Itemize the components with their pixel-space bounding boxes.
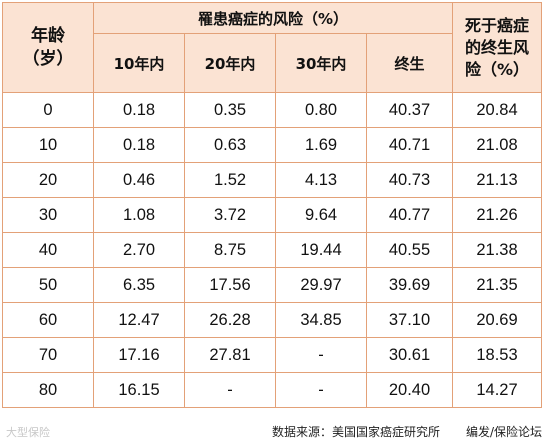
editor-credit: 编发/保险论坛 (466, 425, 543, 439)
risk-lifetime-cell: 30.61 (365, 337, 454, 373)
risk-30y-cell: 0.80 (275, 92, 367, 128)
table-row: 80 16.15 - - 20.40 14.27 (2, 372, 543, 408)
table-row: 70 17.16 27.81 - 30.61 18.53 (2, 337, 543, 373)
table-body: 0 0.18 0.35 0.80 40.37 20.84 10 0.18 0.6… (2, 92, 543, 408)
header-lifetime: 终生 (365, 33, 454, 93)
table-row: 60 12.47 26.28 34.85 37.10 20.69 (2, 302, 543, 338)
risk-group-header: 罹患癌症的风险（%） (92, 2, 454, 34)
watermark: 大型保险 (6, 426, 50, 439)
death-risk-cell: 20.69 (452, 302, 543, 338)
death-risk-cell: 14.27 (452, 372, 543, 408)
age-cell: 40 (2, 232, 94, 268)
table-row: 30 1.08 3.72 9.64 40.77 21.26 (2, 197, 543, 233)
age-cell: 10 (2, 127, 94, 163)
risk-30y-cell: 9.64 (275, 197, 367, 233)
risk-10y-cell: 2.70 (93, 232, 185, 268)
risk-10y-cell: 0.46 (93, 162, 185, 198)
death-risk-cell: 21.38 (452, 232, 543, 268)
table-row: 40 2.70 8.75 19.44 40.55 21.38 (2, 232, 543, 268)
risk-10y-cell: 0.18 (93, 92, 185, 128)
risk-lifetime-cell: 40.71 (365, 127, 454, 163)
age-cell: 0 (2, 92, 94, 128)
risk-20y-cell: 1.52 (184, 162, 276, 198)
age-cell: 30 (2, 197, 94, 233)
risk-10y-cell: 6.35 (93, 267, 185, 303)
death-risk-cell: 21.08 (452, 127, 543, 163)
header-10-years: 10年内 (93, 33, 185, 93)
age-cell: 70 (2, 337, 94, 373)
risk-20y-cell: 3.72 (184, 197, 276, 233)
risk-30y-cell: 29.97 (275, 267, 367, 303)
death-risk-cell: 21.26 (452, 197, 543, 233)
risk-30y-cell: 1.69 (275, 127, 367, 163)
risk-30y-cell: - (275, 337, 367, 373)
risk-30y-cell: 34.85 (275, 302, 367, 338)
death-risk-cell: 20.84 (452, 92, 543, 128)
risk-20y-cell: 27.81 (184, 337, 276, 373)
risk-30y-cell: - (275, 372, 367, 408)
age-header: 年龄（岁） (2, 2, 94, 93)
risk-lifetime-cell: 37.10 (365, 302, 454, 338)
lifetime-death-risk-header: 死于癌症的终生风险（%） (452, 2, 543, 93)
death-risk-cell: 18.53 (452, 337, 543, 373)
risk-20y-cell: - (184, 372, 276, 408)
age-cell: 50 (2, 267, 94, 303)
risk-20y-cell: 0.63 (184, 127, 276, 163)
risk-20y-cell: 8.75 (184, 232, 276, 268)
risk-lifetime-cell: 39.69 (365, 267, 454, 303)
age-cell: 60 (2, 302, 94, 338)
risk-lifetime-cell: 40.73 (365, 162, 454, 198)
risk-10y-cell: 12.47 (93, 302, 185, 338)
risk-lifetime-cell: 40.77 (365, 197, 454, 233)
table-row: 0 0.18 0.35 0.80 40.37 20.84 (2, 92, 543, 128)
risk-lifetime-cell: 20.40 (365, 372, 454, 408)
cancer-risk-table: 年龄（岁） 罹患癌症的风险（%） 死于癌症的终生风险（%） 10年内 20年内 … (2, 2, 543, 408)
risk-10y-cell: 1.08 (93, 197, 185, 233)
header-30-years: 30年内 (275, 33, 367, 93)
table-row: 50 6.35 17.56 29.97 39.69 21.35 (2, 267, 543, 303)
footer: 大型保险 数据来源：美国国家癌症研究所 编发/保险论坛 (0, 418, 544, 444)
risk-10y-cell: 17.16 (93, 337, 185, 373)
risk-lifetime-cell: 40.37 (365, 92, 454, 128)
risk-20y-cell: 0.35 (184, 92, 276, 128)
risk-20y-cell: 26.28 (184, 302, 276, 338)
risk-20y-cell: 17.56 (184, 267, 276, 303)
data-source-note: 数据来源：美国国家癌症研究所 (272, 425, 441, 439)
risk-30y-cell: 19.44 (275, 232, 367, 268)
risk-10y-cell: 16.15 (93, 372, 185, 408)
header-20-years: 20年内 (184, 33, 276, 93)
death-risk-cell: 21.13 (452, 162, 543, 198)
risk-30y-cell: 4.13 (275, 162, 367, 198)
table-row: 20 0.46 1.52 4.13 40.73 21.13 (2, 162, 543, 198)
age-cell: 20 (2, 162, 94, 198)
risk-10y-cell: 0.18 (93, 127, 185, 163)
death-risk-cell: 21.35 (452, 267, 543, 303)
age-cell: 80 (2, 372, 94, 408)
table-row: 10 0.18 0.63 1.69 40.71 21.08 (2, 127, 543, 163)
risk-lifetime-cell: 40.55 (365, 232, 454, 268)
